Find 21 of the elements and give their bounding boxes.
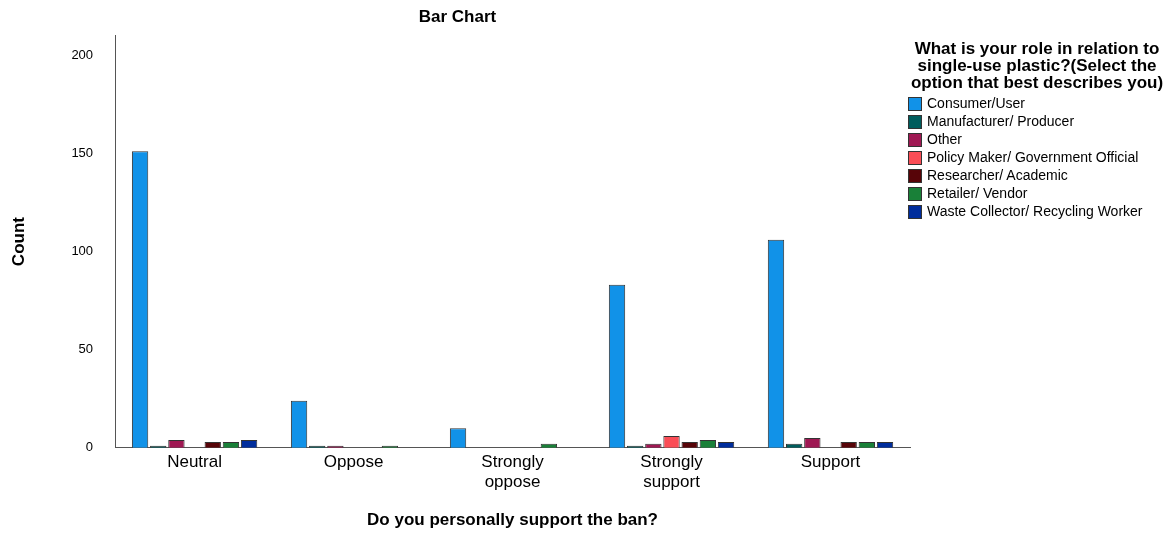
y-tick-label: 50 [78,341,94,357]
x-tick-label: Oppose [323,451,384,471]
legend-label: Other [927,131,963,147]
legend-label: Manufacturer/ Producer [927,113,1075,129]
x-tick-label: Strongly support [640,451,704,492]
x-tick-label: Support [800,451,861,471]
x-tick-label: Neutral [167,451,222,471]
legend-label: Waste Collector/ Recycling Worker [927,203,1143,219]
y-tick-label: 200 [71,46,94,62]
legend-label: Researcher/ Academic [927,167,1068,183]
y-tick-label: 150 [71,144,94,160]
legend-label: Policy Maker/ Government Official [927,149,1139,165]
legend-label: Retailer/ Vendor [927,185,1028,201]
legend-label: Consumer/User [927,95,1026,111]
y-tick-label: 100 [71,243,94,258]
chart-title: Bar Chart [418,6,497,26]
x-axis-title: Do you personally support the ban? [367,510,659,530]
y-axis-title: Count [8,216,28,267]
x-tick-label: Strongly oppose [481,451,545,492]
y-tick-label: 0 [85,439,94,455]
legend-title: What is your role in relation to single-use plastic?(Select the option that best describes you) [909,39,1165,92]
